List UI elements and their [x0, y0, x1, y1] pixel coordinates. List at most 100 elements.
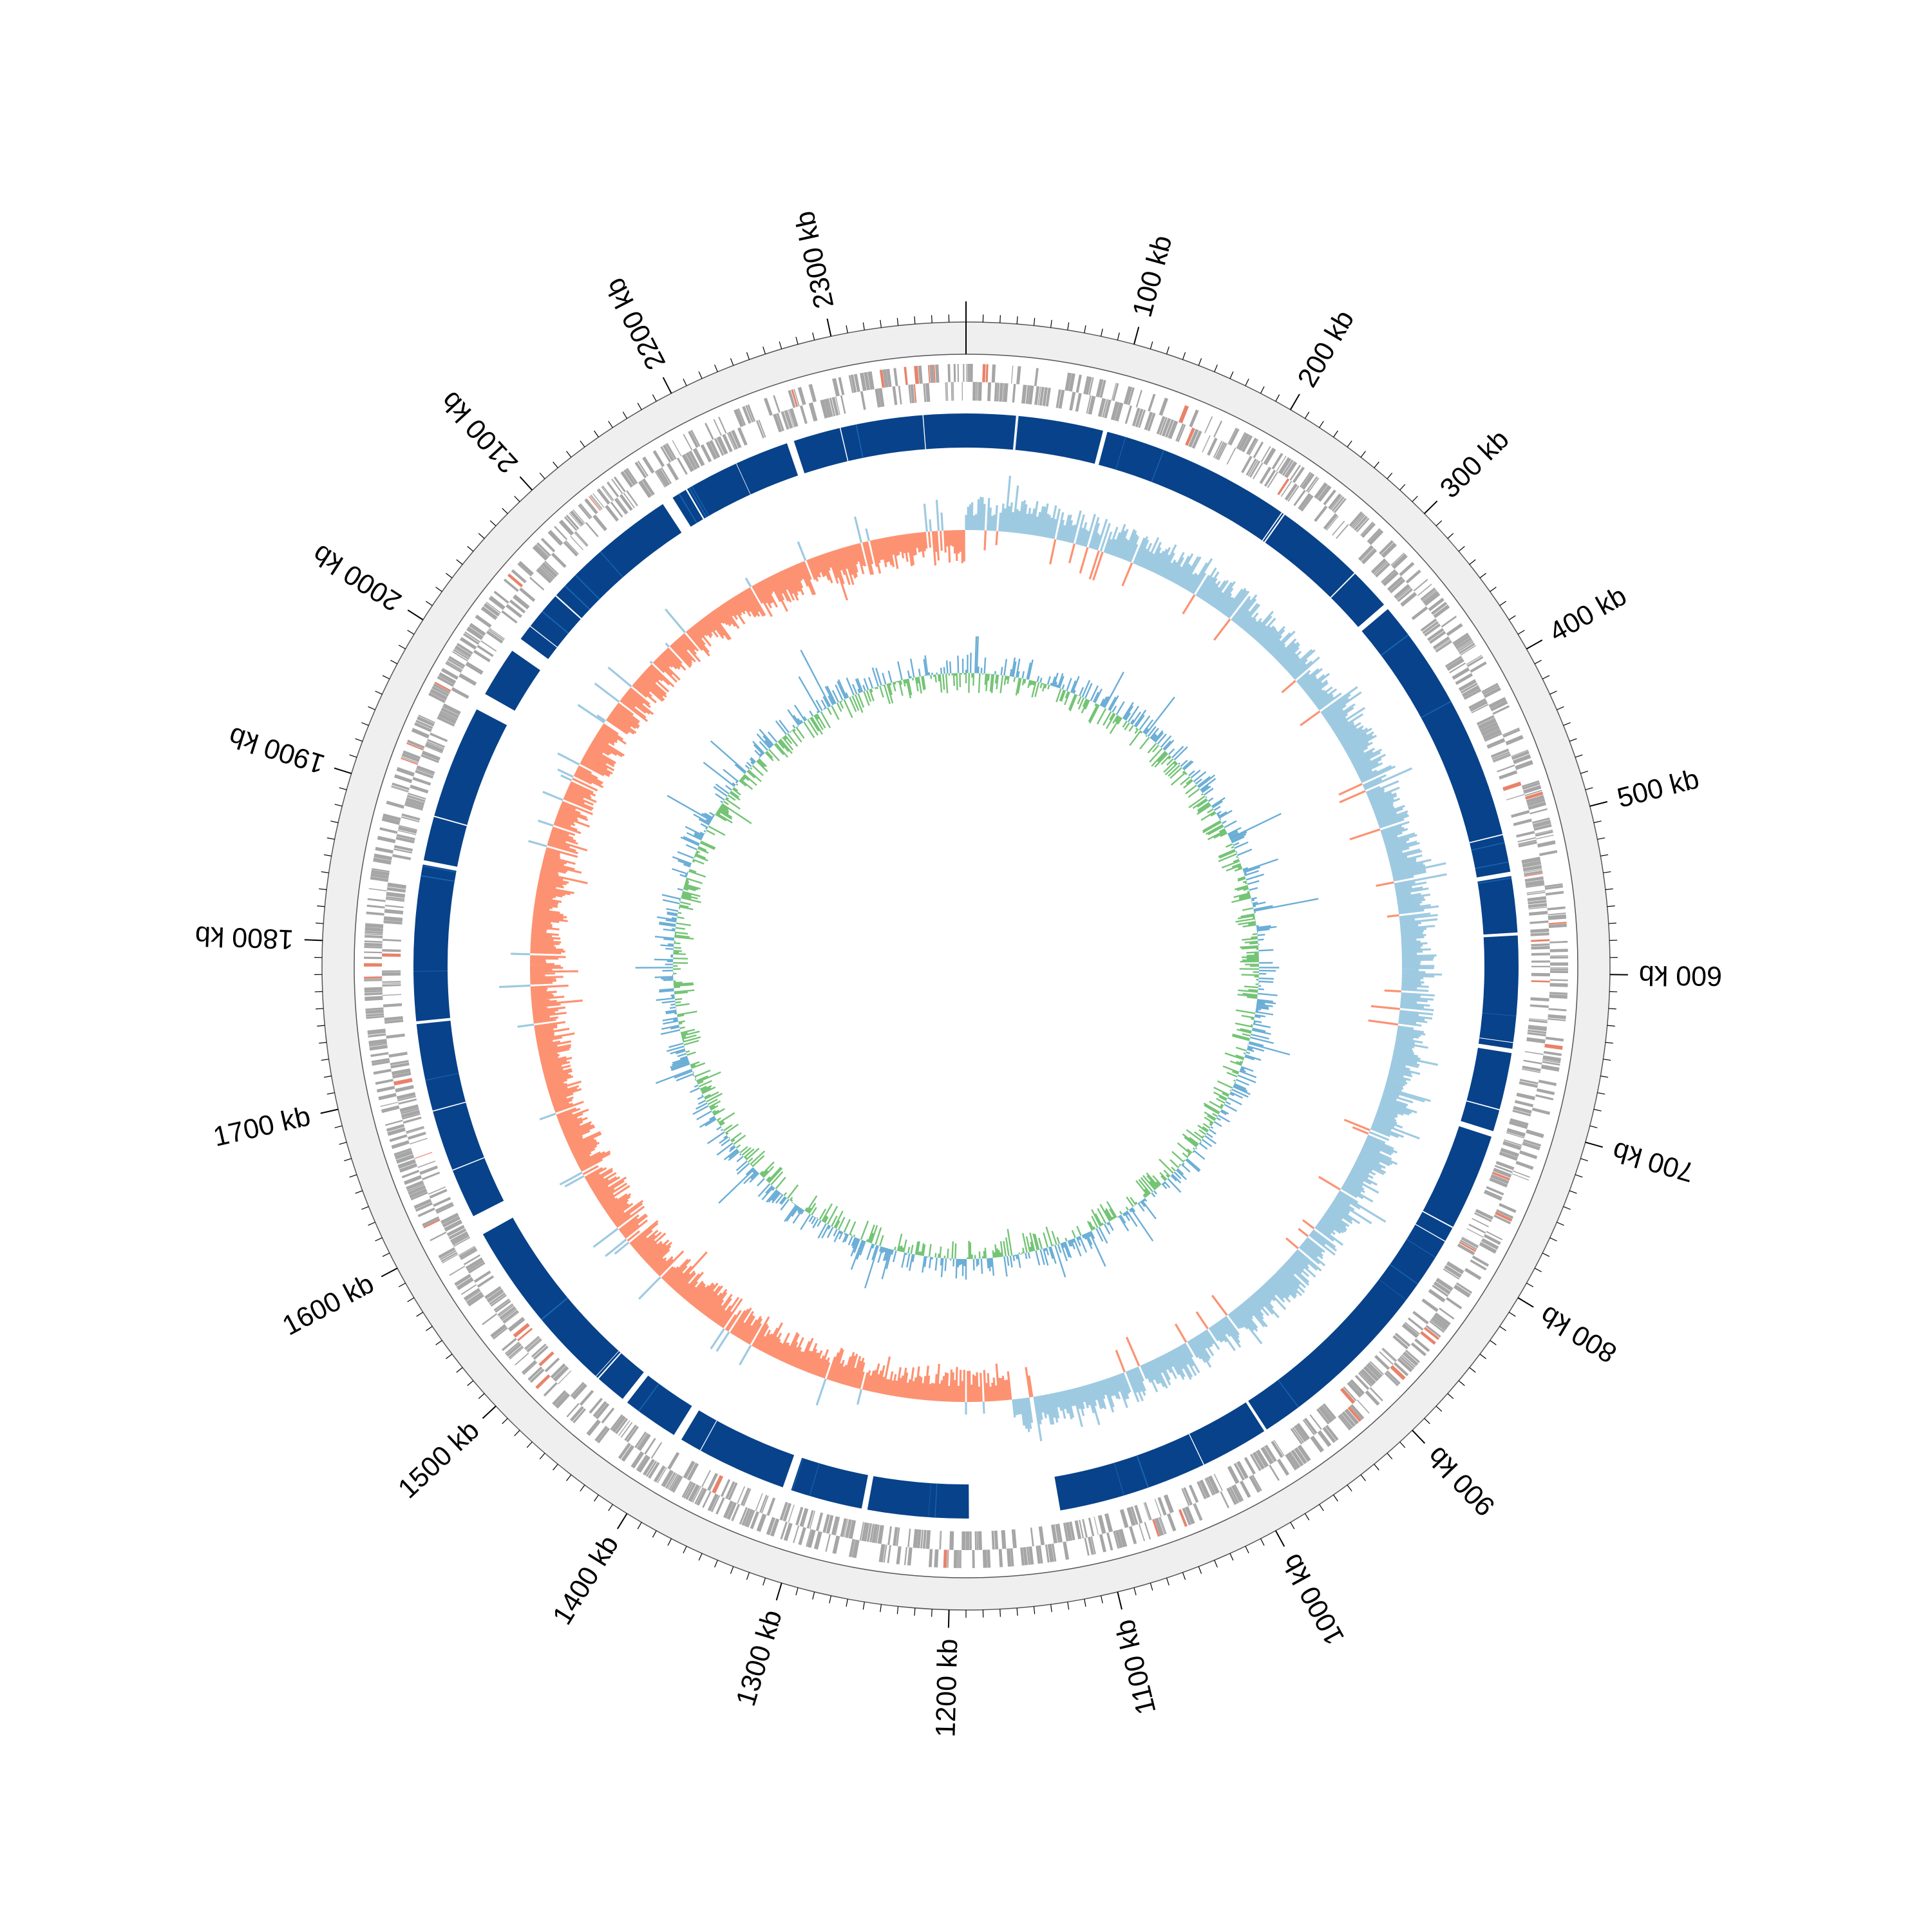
cds-feature [982, 364, 986, 383]
cds-feature [688, 1484, 700, 1502]
cds-feature [1528, 1019, 1548, 1023]
cds-feature [1399, 1356, 1415, 1370]
cds-feature [710, 1495, 721, 1513]
cds-feature [1112, 383, 1119, 401]
minor-tick [1182, 352, 1186, 360]
cds-feature [1516, 1092, 1535, 1101]
cds-feature [1292, 466, 1305, 484]
minor-tick [896, 317, 899, 326]
cds-feature [1528, 900, 1547, 905]
cds-feature [1478, 718, 1497, 730]
cds-feature [1300, 495, 1314, 512]
cds-feature [490, 1324, 507, 1338]
cds-feature [1528, 903, 1548, 909]
cds-feature [875, 388, 882, 408]
cds-feature [1102, 399, 1108, 418]
tick-label: 2300 kb [789, 209, 840, 312]
cds-feature [1260, 446, 1271, 462]
cds-feature [367, 1028, 386, 1035]
cds-feature [1042, 387, 1048, 406]
blast-stripe [542, 611, 569, 634]
blast-stripe [1475, 861, 1509, 869]
cds-feature [382, 972, 401, 976]
cds-feature [395, 1154, 415, 1164]
cds-feature [1446, 658, 1464, 671]
blast-hit [966, 413, 1103, 464]
cds-feature [1526, 891, 1546, 896]
cds-feature [517, 563, 532, 577]
cds-feature [391, 1140, 410, 1150]
tick-label: 500 kb [1614, 763, 1702, 814]
cds-feature [397, 1159, 417, 1169]
minor-tick [334, 1125, 343, 1128]
cds-feature [489, 1293, 506, 1305]
blast-hit [1478, 935, 1519, 1049]
cds-feature [364, 979, 383, 981]
minor-tick [1569, 738, 1577, 742]
cds-feature [1316, 1408, 1330, 1425]
cds-feature [860, 391, 866, 410]
cds-feature [614, 498, 628, 515]
cds-feature [1284, 460, 1298, 478]
cds-feature [756, 1513, 767, 1532]
cds-feature [1547, 906, 1566, 911]
cds-feature [1012, 384, 1016, 403]
cds-feature [382, 949, 401, 952]
cds-feature [452, 650, 468, 662]
cds-feature [685, 1482, 696, 1501]
cds-feature [538, 566, 554, 581]
minor-tick [375, 690, 383, 695]
cds-feature [584, 498, 598, 515]
blast-hit [1477, 876, 1518, 935]
minor-tick [1304, 412, 1310, 419]
cds-feature [416, 765, 435, 775]
cds-feature [978, 382, 982, 401]
cds-feature [413, 1198, 432, 1209]
cds-feature [1323, 513, 1338, 530]
cds-feature [527, 1339, 542, 1353]
cds-feature [1156, 415, 1166, 435]
blast-stripe [678, 493, 697, 524]
cds-feature [732, 1504, 741, 1522]
cds-feature [1446, 623, 1463, 636]
cds-feature [1457, 1243, 1475, 1256]
cds-feature [365, 923, 384, 929]
cds-feature [1011, 1529, 1017, 1549]
cds-feature [595, 1403, 610, 1419]
cds-feature [1027, 385, 1034, 404]
cds-feature [477, 1275, 495, 1288]
cds-feature [1413, 578, 1428, 592]
cds-feature [1325, 1425, 1339, 1441]
cds-feature [1382, 571, 1399, 587]
cds-feature [442, 1216, 460, 1228]
cds-feature [1056, 389, 1061, 408]
cds-feature [657, 1467, 667, 1484]
blast-hit [627, 1375, 692, 1435]
cds-feature [1147, 412, 1156, 431]
minor-tick [1214, 365, 1218, 372]
cds-feature [1531, 939, 1550, 942]
cds-feature [645, 1461, 658, 1477]
cds-feature [892, 386, 898, 406]
cds-feature [365, 996, 383, 1001]
cds-feature [523, 1361, 538, 1376]
minor-tick [999, 1609, 1001, 1617]
cds-feature [1470, 701, 1488, 712]
cds-feature [1016, 366, 1021, 384]
minor-tick [1549, 690, 1557, 695]
cds-feature [744, 1509, 753, 1527]
cds-feature [1282, 459, 1294, 477]
minor-tick [580, 440, 585, 448]
cds-feature [446, 660, 463, 670]
cds-feature [758, 419, 766, 438]
cds-feature [365, 933, 383, 936]
cds-feature [776, 413, 784, 431]
cds-feature [740, 1487, 750, 1506]
cds-feature [1118, 1528, 1128, 1548]
cds-feature [431, 686, 450, 697]
major-tick [1133, 327, 1140, 345]
cds-feature [1423, 591, 1441, 606]
cds-feature [440, 1213, 459, 1225]
cds-feature [386, 1033, 405, 1039]
cds-feature [1391, 553, 1408, 569]
